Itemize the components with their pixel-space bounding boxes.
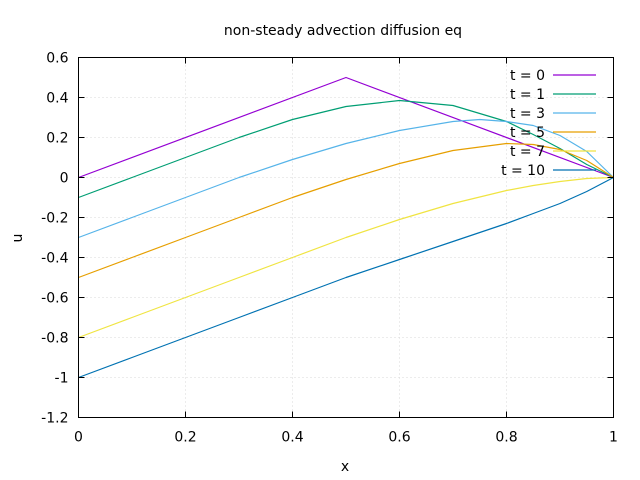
y-tick-label: 0.4: [46, 91, 68, 107]
legend-label: t = 3: [510, 106, 545, 122]
chart-title: non-steady advection diffusion eq: [224, 23, 462, 39]
legend-label: t = 10: [501, 163, 545, 179]
series-line-4: [78, 142, 614, 279]
legend-label: t = 0: [510, 68, 545, 84]
y-tick-label: -0.4: [41, 251, 68, 267]
x-tick-label: 0.8: [495, 430, 517, 446]
y-tick-label: -1: [55, 371, 69, 387]
legend-label: t = 7: [510, 144, 545, 160]
series-line-6: [78, 176, 614, 379]
legend-label: t = 1: [510, 87, 545, 103]
y-tick-label: -0.2: [41, 211, 68, 227]
x-tick-label: 0.2: [174, 430, 196, 446]
series-line-5: [78, 176, 614, 339]
y-tick-label: -0.8: [41, 331, 68, 347]
x-axis: 0 0.2 0.4 0.6 0.8 1: [74, 57, 618, 446]
series-lines: [78, 76, 614, 379]
y-tick-label: -0.6: [41, 291, 68, 307]
x-tick-label: 0.4: [281, 430, 303, 446]
legend: t = 0 t = 1 t = 3 t = 5 t = 7 t = 10: [501, 68, 596, 179]
y-tick-label: -1.2: [41, 411, 68, 427]
legend-label: t = 5: [510, 125, 545, 141]
series-line-2: [78, 99, 614, 199]
plot-frame: [78, 57, 614, 418]
x-tick-label: 0: [74, 430, 83, 446]
x-tick-label: 0.6: [388, 430, 410, 446]
x-axis-label: x: [341, 459, 349, 475]
x-tick-label: 1: [609, 430, 618, 446]
y-axis: -1.2 -1 -0.8 -0.6 -0.4 -0.2 0 0.2 0.4 0.6: [41, 51, 614, 427]
y-tick-label: 0.2: [46, 131, 68, 147]
y-axis-label: u: [10, 234, 26, 243]
y-tick-label: 0: [60, 171, 69, 187]
y-tick-label: 0.6: [46, 51, 68, 67]
series-line-3: [78, 118, 614, 239]
